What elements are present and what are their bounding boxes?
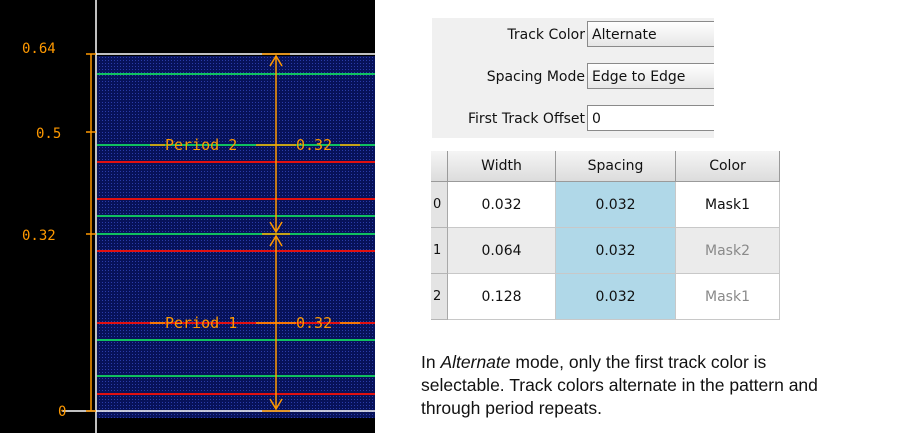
track-properties-panel: Track Color Alternate Spacing Mode Edge …	[432, 18, 714, 138]
first-track-offset-label: First Track Offset	[467, 111, 585, 127]
track-region	[97, 56, 375, 418]
arrowhead	[269, 54, 283, 67]
caption-part-2: mode, only the first track color is sele…	[421, 352, 818, 418]
column-header-width[interactable]: Width	[448, 151, 556, 182]
row-index[interactable]: 0	[431, 182, 448, 228]
caption-text: In Alternate mode, only the first track …	[421, 351, 821, 420]
period-dimension	[150, 53, 360, 412]
arrowhead	[269, 398, 283, 411]
layout-drawing: 0.64 0.5 0.32 0 Period 2 0.32 Period 1 0…	[22, 0, 375, 433]
spacing-mode-dropdown[interactable]: Edge to Edge	[587, 63, 714, 89]
color-cell[interactable]: Mask1	[676, 182, 780, 228]
row-index[interactable]: 2	[431, 274, 448, 320]
width-cell[interactable]: 0.128	[448, 274, 556, 320]
period-2-value: 0.32	[296, 136, 332, 154]
caption: In Alternate mode, only the first track …	[421, 351, 821, 420]
axis-label-zero: 0	[58, 404, 66, 420]
axis-label-period: 0.32	[22, 228, 56, 244]
width-cell[interactable]: 0.032	[448, 182, 556, 228]
track-color-dropdown[interactable]: Alternate	[587, 21, 714, 47]
caption-mode: Alternate	[440, 352, 511, 372]
spacing-cell[interactable]: 0.032	[556, 182, 676, 228]
period-1-label: Period 1	[165, 314, 237, 332]
column-header-color[interactable]: Color	[676, 151, 780, 182]
color-cell-disabled: Mask2	[676, 228, 780, 274]
axis-label-top: 0.64	[22, 41, 56, 57]
track-pattern-table: Width Spacing Color 0 0.032 0.032 Mask1 …	[431, 151, 780, 323]
first-track-offset-row: First Track Offset 0	[432, 102, 714, 136]
color-cell-disabled: Mask1	[676, 274, 780, 320]
column-header-spacing[interactable]: Spacing	[556, 151, 676, 182]
spacing-cell[interactable]: 0.032	[556, 274, 676, 320]
arrowhead	[269, 234, 283, 247]
track-lines	[97, 73, 375, 395]
period-2-label: Period 2	[165, 136, 237, 154]
corner-header	[431, 151, 448, 182]
track-color-label: Track Color	[507, 27, 585, 43]
row-index[interactable]: 1	[431, 228, 448, 274]
spacing-mode-label: Spacing Mode	[486, 69, 585, 85]
arrowhead	[269, 221, 283, 234]
period-1-value: 0.32	[296, 314, 332, 332]
first-track-offset-input[interactable]: 0	[587, 105, 714, 131]
pitch-bracket	[86, 53, 96, 412]
layout-canvas[interactable]: 0.64 0.5 0.32 0 Period 2 0.32 Period 1 0…	[0, 0, 375, 433]
track-color-row: Track Color Alternate	[432, 18, 714, 52]
width-cell[interactable]: 0.064	[448, 228, 556, 274]
spacing-mode-row: Spacing Mode Edge to Edge	[432, 60, 714, 94]
spacing-cell[interactable]: 0.032	[556, 228, 676, 274]
caption-part-1: In	[421, 352, 441, 372]
axis-label-mid: 0.5	[36, 126, 61, 142]
